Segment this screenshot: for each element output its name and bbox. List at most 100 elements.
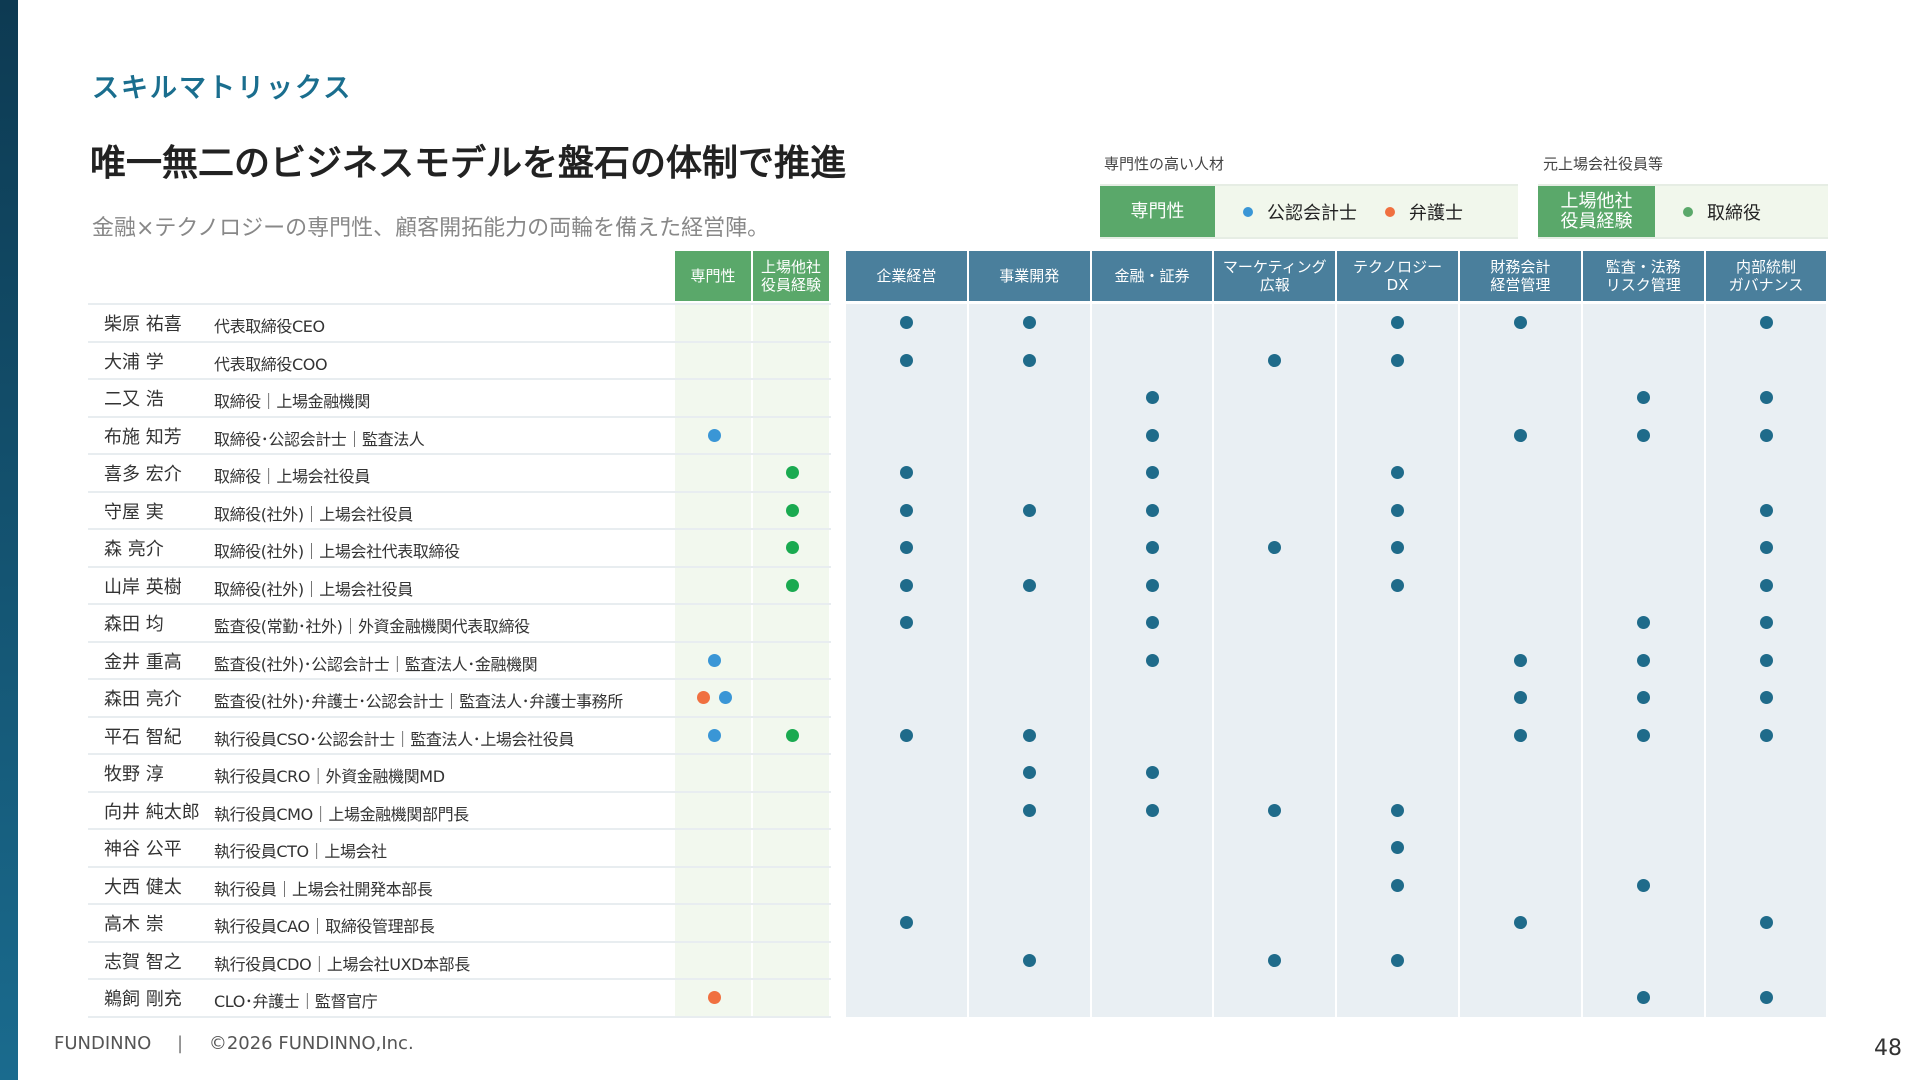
skill-dot	[1759, 428, 1773, 442]
lawyer-dot	[707, 991, 721, 1005]
page-number: 48	[1874, 1036, 1902, 1061]
skill-dot	[1268, 803, 1282, 817]
legend-cpa-label: 公認会計士	[1267, 202, 1357, 224]
cpa-dot	[707, 428, 721, 442]
member-role: 監査役(社外)･弁護士･公認会計士｜監査法人･弁護士事務所	[214, 692, 623, 711]
column-header-skill: マーケティング 広報	[1214, 251, 1336, 301]
legend-expertise-label: 専門性の高い人材	[1104, 155, 1225, 173]
skill-dot	[1759, 391, 1773, 405]
skill-dot	[1268, 953, 1282, 967]
skill-dot	[1022, 803, 1036, 817]
skill-dot	[1022, 353, 1036, 367]
skill-column-bg	[846, 304, 967, 1017]
lawyer-dot	[696, 691, 710, 705]
member-role: 監査役(社外)･公認会計士｜監査法人･金融機関	[214, 654, 538, 674]
skill-dot	[1513, 653, 1527, 667]
column-header-skill: 財務会計 経営管理	[1460, 251, 1581, 301]
skill-dot	[1636, 991, 1650, 1005]
skill-dot	[1022, 316, 1036, 330]
row-divider	[88, 940, 831, 943]
member-name: 森田 均	[104, 614, 164, 635]
skill-dot	[1145, 766, 1159, 780]
skill-dot	[1391, 541, 1405, 555]
section-label: スキルマトリックス	[92, 73, 353, 104]
member-name: 鵜飼 剛充	[104, 989, 182, 1010]
member-role: 代表取締役COO	[214, 354, 328, 374]
legend-director-label: 取締役	[1707, 202, 1761, 224]
footer-separator: |	[177, 1033, 184, 1054]
row-divider	[88, 565, 831, 568]
member-name: 柴原 祐喜	[104, 314, 182, 335]
left-accent-stripe	[0, 0, 18, 1080]
row-divider	[88, 415, 831, 418]
member-name: 金井 重高	[104, 651, 182, 673]
member-role: 執行役員CAO｜取締役管理部長	[214, 917, 435, 936]
legend-cpa: 公認会計士	[1243, 199, 1357, 225]
member-name: 神谷 公平	[104, 839, 182, 860]
skill-dot	[1636, 428, 1650, 442]
member-role: 取締役｜上場会社役員	[214, 467, 371, 486]
skill-dot	[1513, 691, 1527, 705]
legend-lawyer: 弁護士	[1385, 199, 1463, 225]
member-name: 布施 知芳	[104, 426, 182, 448]
row-divider	[88, 790, 831, 793]
green-column-bg	[753, 304, 829, 1017]
page-description: 金融×テクノロジーの専門性、顧客開拓能力の両輪を備えた経営陣。	[92, 216, 770, 241]
row-divider	[88, 715, 831, 718]
skill-dot	[1268, 541, 1282, 555]
skill-dot	[1145, 803, 1159, 817]
column-header-skill: 監査・法務 リスク管理	[1582, 251, 1704, 301]
member-name: 森田 亮介	[104, 689, 182, 710]
skill-dot	[1636, 653, 1650, 667]
skill-dot	[1145, 541, 1159, 555]
skill-dot	[899, 316, 913, 330]
member-name: 二又 浩	[104, 389, 164, 410]
skill-dot	[1145, 653, 1159, 667]
page-title: 唯一無二のビジネスモデルを盤石の体制で推進	[90, 143, 847, 184]
skill-dot	[1759, 728, 1773, 742]
member-role: 代表取締役CEO	[214, 317, 325, 336]
member-role: 執行役員｜上場会社開発本部長	[214, 879, 433, 899]
footer-brand: FUNDINNO	[54, 1033, 152, 1054]
skill-dot	[1022, 578, 1036, 592]
member-name: 喜多 宏介	[104, 464, 182, 485]
skill-dot	[1636, 878, 1650, 892]
skill-dot	[1145, 503, 1159, 517]
skill-dot	[1145, 616, 1159, 630]
skill-dot	[1759, 578, 1773, 592]
skill-dot	[1145, 428, 1159, 442]
skill-dot	[1391, 316, 1405, 330]
skill-dot	[1636, 391, 1650, 405]
skill-dot	[1391, 803, 1405, 817]
legend-lawyer-label: 弁護士	[1409, 202, 1463, 224]
skill-dot	[1145, 391, 1159, 405]
board-dot	[785, 541, 799, 555]
row-divider	[88, 453, 831, 455]
column-header-skill: テクノロジー DX	[1337, 251, 1458, 301]
skill-dot	[1145, 466, 1159, 480]
board-dot	[785, 578, 799, 592]
legend-board: 上場他社 役員経験 取締役	[1538, 184, 1828, 239]
skill-dot	[1513, 916, 1527, 930]
column-header-expertise: 専門性	[675, 251, 751, 301]
legend-director: 取締役	[1683, 199, 1761, 225]
member-role: 執行役員CTO｜上場会社	[214, 842, 387, 861]
skill-dot	[1022, 728, 1036, 742]
column-header-skill: 内部統制 ガバナンス	[1705, 251, 1827, 301]
member-role: 取締役｜上場金融機関	[214, 392, 371, 411]
legend-board-label: 元上場会社役員等	[1543, 155, 1664, 173]
skill-dot	[1759, 653, 1773, 667]
member-name: 守屋 実	[104, 501, 164, 523]
member-name: 森 亮介	[104, 539, 164, 560]
skill-dot	[1513, 316, 1527, 330]
member-role: 執行役員CRO｜外資金融機関MD	[214, 767, 445, 786]
skill-dot	[1759, 316, 1773, 330]
member-name: 高木 崇	[104, 914, 164, 935]
row-divider	[88, 603, 831, 605]
cpa-dot	[707, 728, 721, 742]
skill-dot	[1636, 616, 1650, 630]
skill-dot	[1513, 428, 1527, 442]
skill-dot	[1391, 353, 1405, 367]
skill-dot	[1391, 841, 1405, 855]
row-divider	[88, 753, 831, 755]
